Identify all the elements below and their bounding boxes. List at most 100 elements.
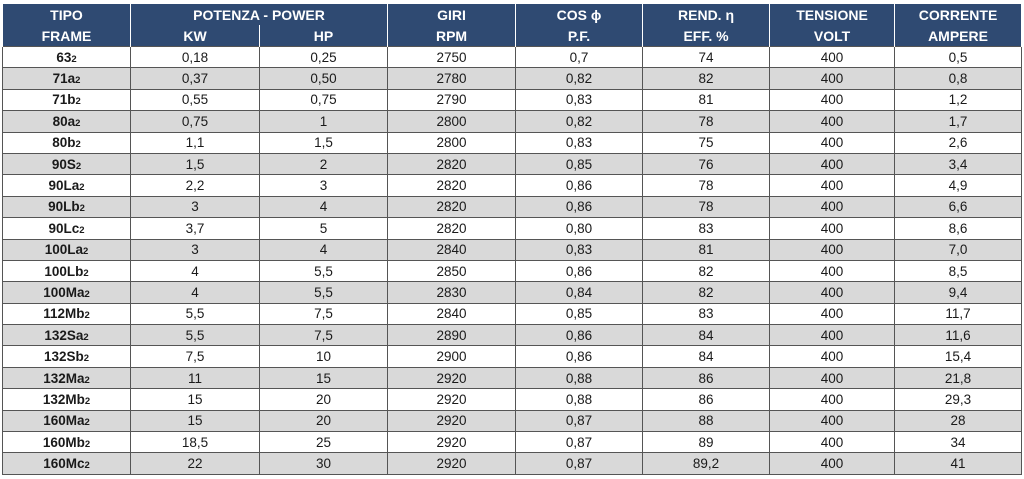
cell-pf: 0,83 — [515, 131, 644, 154]
cell-pf: 0,82 — [515, 67, 644, 90]
pole-count: 2 — [75, 75, 81, 87]
frame-code: 90Lc — [48, 220, 80, 236]
cell-kw: 1,1 — [130, 131, 260, 154]
cell-ampere: 7,0 — [894, 238, 1023, 261]
cell-eff: 88 — [642, 409, 771, 433]
cell-tipo: 160Ma2 — [2, 409, 131, 433]
header-rpm: RPM — [387, 25, 517, 47]
cell-volt: 400 — [769, 110, 896, 133]
cell-eff: 82 — [642, 281, 771, 304]
cell-kw: 3 — [130, 195, 260, 219]
cell-eff: 82 — [642, 259, 771, 283]
header-eff: EFF. % — [642, 25, 771, 47]
cell-hp: 0,25 — [258, 45, 389, 69]
cell-ampere: 41 — [894, 452, 1023, 475]
cell-hp: 20 — [258, 388, 389, 411]
cell-hp: 20 — [258, 409, 389, 433]
header-giri: GIRI — [387, 4, 517, 25]
pole-count: 2 — [83, 331, 89, 343]
frame-code: 132Sa — [44, 327, 84, 343]
cell-eff: 74 — [642, 45, 771, 69]
header-tensione: TENSIONE — [769, 4, 896, 25]
cell-ampere: 2,6 — [894, 131, 1023, 154]
cell-volt: 400 — [769, 324, 896, 347]
cell-pf: 0,87 — [515, 409, 644, 433]
header-cos: COS ϕ — [515, 4, 644, 25]
pole-count: 2 — [75, 96, 81, 108]
cell-eff: 81 — [642, 238, 771, 261]
cell-eff: 76 — [642, 152, 771, 176]
cell-kw: 11 — [130, 366, 260, 390]
cell-volt: 400 — [769, 452, 896, 475]
cell-hp: 4 — [258, 238, 389, 261]
cell-kw: 3 — [130, 238, 260, 261]
cell-volt: 400 — [769, 131, 896, 154]
cell-eff: 83 — [642, 302, 771, 326]
cell-rpm: 2790 — [387, 88, 517, 112]
frame-code: 71a — [52, 71, 76, 87]
pole-count: 2 — [79, 182, 85, 194]
cell-volt: 400 — [769, 345, 896, 368]
header-tipo: TIPO — [2, 4, 131, 25]
pole-count: 2 — [83, 353, 90, 365]
pole-count: 2 — [84, 374, 90, 386]
cell-pf: 0,84 — [515, 281, 644, 304]
cell-eff: 78 — [642, 195, 771, 219]
cell-rpm: 2780 — [387, 67, 517, 90]
cell-volt: 400 — [769, 88, 896, 112]
cell-volt: 400 — [769, 217, 896, 240]
cell-ampere: 6,6 — [894, 195, 1023, 219]
cell-volt: 400 — [769, 45, 896, 69]
cell-rpm: 2920 — [387, 388, 517, 411]
table-row: 71a2 0,37 0,50 2780 0,82 82 400 0,8 — [2, 67, 1023, 90]
cell-tipo: 90La2 — [2, 174, 131, 197]
cell-pf: 0,82 — [515, 110, 644, 133]
pole-count: 2 — [75, 139, 81, 151]
cell-rpm: 2750 — [387, 45, 517, 69]
cell-kw: 0,18 — [130, 45, 260, 69]
cell-hp: 5,5 — [258, 281, 389, 304]
cell-ampere: 15,4 — [894, 345, 1023, 368]
cell-ampere: 0,8 — [894, 67, 1023, 90]
cell-ampere: 29,3 — [894, 388, 1023, 411]
table-row: 132Mb2 15 20 2920 0,88 86 400 29,3 — [2, 388, 1023, 411]
cell-eff: 86 — [642, 366, 771, 390]
header-kw: KW — [130, 25, 260, 47]
cell-tipo: 90S2 — [2, 152, 131, 176]
cell-kw: 5,5 — [130, 302, 260, 326]
pole-count: 2 — [84, 417, 90, 429]
cell-pf: 0,86 — [515, 324, 644, 347]
table-row: 160Ma2 15 20 2920 0,87 88 400 28 — [2, 409, 1023, 433]
table-row: 100Ma2 4 5,5 2830 0,84 82 400 9,4 — [2, 281, 1023, 304]
cell-pf: 0,83 — [515, 88, 644, 112]
cell-tipo: 71a2 — [2, 67, 131, 90]
cell-rpm: 2920 — [387, 452, 517, 475]
cell-ampere: 8,6 — [894, 217, 1023, 240]
pole-count: 2 — [84, 288, 90, 300]
cell-rpm: 2850 — [387, 259, 517, 283]
frame-code: 132Sb — [43, 349, 84, 365]
cell-volt: 400 — [769, 302, 896, 326]
table-row: 632 0,18 0,25 2750 0,7 74 400 0,5 — [2, 45, 1023, 69]
cell-ampere: 8,5 — [894, 259, 1023, 283]
cell-pf: 0,86 — [515, 345, 644, 368]
cell-volt: 400 — [769, 67, 896, 90]
cell-kw: 0,75 — [130, 110, 260, 133]
cell-hp: 10 — [258, 345, 389, 368]
pole-count: 2 — [84, 460, 90, 472]
cell-volt: 400 — [769, 281, 896, 304]
cell-ampere: 28 — [894, 409, 1023, 433]
cell-kw: 4 — [130, 281, 260, 304]
cell-volt: 400 — [769, 174, 896, 197]
cell-ampere: 21,8 — [894, 366, 1023, 390]
cell-ampere: 34 — [894, 431, 1023, 454]
cell-kw: 5,5 — [130, 324, 260, 347]
cell-hp: 25 — [258, 431, 389, 454]
cell-ampere: 9,4 — [894, 281, 1023, 304]
cell-rpm: 2890 — [387, 324, 517, 347]
cell-ampere: 1,7 — [894, 110, 1023, 133]
frame-code: 90S — [51, 156, 76, 172]
pole-count: 2 — [71, 53, 77, 65]
cell-pf: 0,87 — [515, 431, 644, 454]
frame-code: 132Ma — [43, 370, 85, 386]
